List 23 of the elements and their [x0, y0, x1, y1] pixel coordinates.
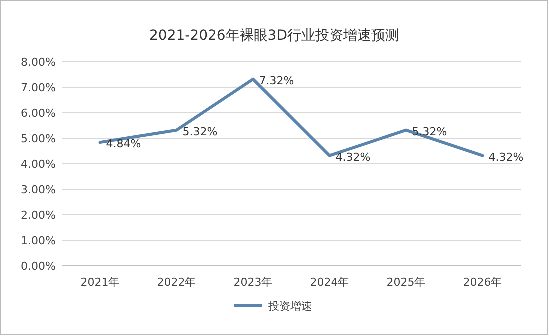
- legend-label: 投资增速: [268, 300, 312, 313]
- x-tick-label: 2023年: [234, 276, 273, 289]
- data-label: 4.32%: [488, 150, 524, 164]
- y-tick-label: 6.00%: [21, 107, 56, 120]
- x-tick-label: 2022年: [157, 276, 196, 289]
- data-label: 5.32%: [182, 125, 218, 138]
- y-tick-label: 8.00%: [21, 56, 56, 69]
- x-tick-label: 2024年: [310, 276, 350, 289]
- data-label: 4.32%: [336, 150, 371, 164]
- y-tick-label: 7.00%: [21, 82, 56, 94]
- x-tick-label: 2026年: [463, 276, 502, 289]
- y-tick-label: 3.00%: [21, 184, 56, 196]
- y-tick-label: 4.00%: [21, 158, 56, 171]
- y-tick-label: 0.00%: [21, 260, 56, 273]
- y-tick-label: 1.00%: [21, 234, 56, 248]
- data-label: 7.32%: [259, 74, 294, 88]
- y-tick-label: 2.00%: [21, 209, 56, 222]
- x-tick-label: 2025年: [386, 276, 426, 289]
- x-tick-label: 2021年: [80, 276, 120, 289]
- data-label: 4.84%: [106, 138, 142, 151]
- chart-title: 2021-2026年裸眼3D行业投资增速预测: [150, 28, 400, 44]
- data-label: 5.32%: [412, 125, 448, 138]
- y-tick-label: 5.00%: [21, 132, 56, 146]
